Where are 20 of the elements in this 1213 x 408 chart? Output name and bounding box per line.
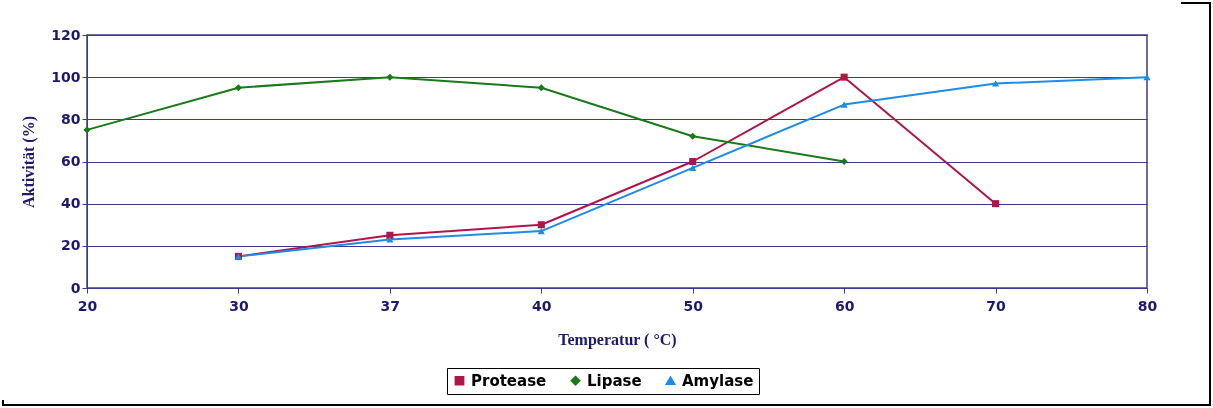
x-tick-label: 37	[380, 297, 401, 314]
x-tick-label: 20	[77, 297, 98, 314]
x-tick-label: 30	[229, 297, 249, 314]
legend-label: Protease	[471, 371, 547, 390]
x-tick-label: 40	[532, 297, 552, 314]
legend-label: Lipase	[587, 371, 642, 390]
y-tick-label: 80	[61, 110, 81, 127]
y-tick-label: 100	[51, 68, 81, 85]
x-axis-title: Temperatur ( °C)	[558, 330, 677, 349]
y-tick-label: 20	[61, 237, 81, 254]
x-tick-label: 60	[834, 297, 855, 314]
x-tick-label: 80	[1137, 297, 1158, 314]
x-tick-label: 70	[986, 297, 1007, 314]
y-tick-label: 120	[51, 26, 81, 43]
y-tick-label: 60	[61, 153, 81, 169]
legend-label: Amylase	[682, 371, 754, 390]
y-tick-label: 0	[70, 279, 81, 296]
y-axis-title: Aktivität (%)	[20, 116, 39, 208]
x-tick-label: 50	[683, 297, 704, 314]
y-tick-label: 40	[61, 195, 81, 212]
